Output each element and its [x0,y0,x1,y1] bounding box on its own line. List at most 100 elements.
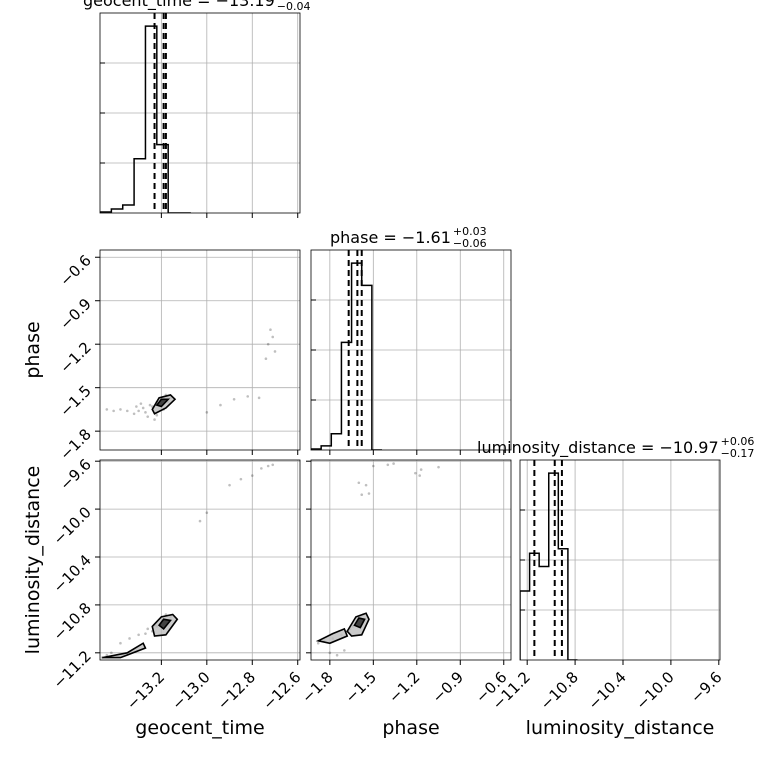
sample-point [105,408,109,411]
sample-point [146,415,150,418]
density-contour-1 [157,618,172,630]
sample-point [153,418,156,421]
sample-point [232,397,236,401]
panel-luminosity_distance-luminosity_distance: luminosity_distance = −10.97 +0.06−0.17 [477,435,754,665]
x-tick-label: −10.8 [537,668,582,713]
sample-point [360,493,364,497]
sample-point [198,519,202,523]
panel-phase-luminosity_distance [306,459,512,665]
histogram-step-geocent_time [100,25,191,213]
sample-point [367,492,371,495]
density-contour-2 [102,642,147,659]
sample-point [437,465,440,469]
panel-phase-phase: phase = −1.61 +0.03−0.06 [310,225,512,455]
sample-point [250,474,254,477]
sample-point [246,395,250,398]
sample-point [343,649,346,652]
sample-point [414,471,417,475]
panel-frame [99,12,301,214]
panel-title-upper-phase: +0.03 [453,225,487,238]
x-tick-label: −1.2 [385,668,423,706]
panel-title-lower-phase: −0.06 [453,237,487,250]
panel-title-luminosity_distance: luminosity_distance = −10.97 [477,438,719,458]
x-tick-label: −1.5 [342,668,380,706]
panel-frame [310,459,512,661]
y-tick-label: −10.4 [50,551,95,596]
x-tick-label: −0.9 [429,668,467,706]
sample-point [328,651,332,655]
y-tick-label: −9.6 [56,455,94,493]
sample-point [146,627,150,631]
x-tick-label: −13.0 [168,668,213,713]
sample-point [357,481,361,485]
sample-point [418,474,421,477]
sample-point [139,402,143,405]
x-tick-label: −10.4 [585,668,630,713]
panel-title-geocent_time: geocent_time = −13.19 [83,0,275,11]
sample-point [392,462,395,465]
y-axis-title-luminosity_distance: luminosity_distance [22,466,44,655]
sample-point [219,403,222,407]
y-tick-label: −1.2 [56,338,94,376]
sample-point [264,357,268,360]
sample-point [266,342,270,346]
panel-title-lower-luminosity_distance: −0.17 [721,447,755,460]
y-axis-title-phase: phase [22,321,44,378]
sample-point [372,464,375,468]
x-axis-title-luminosity_distance: luminosity_distance [526,717,715,739]
sample-point [112,409,115,413]
y-tick-label: −0.9 [56,295,94,333]
x-tick-label: −1.8 [298,668,336,706]
panel-title-phase: phase = −1.61 [330,228,451,247]
sample-point [364,483,368,487]
x-tick-label: −12.6 [259,668,304,713]
panel-frame [99,459,301,661]
sample-point [141,406,145,410]
x-axis-geocent_time: −13.2 −13.0 −12.8 −12.6 geocent_time [123,668,305,739]
sample-point [271,463,275,467]
panel-content [315,462,440,657]
histogram-step-luminosity_distance [520,472,578,660]
sample-point [316,641,320,645]
panel-content [105,328,277,421]
x-tick-label: −13.2 [123,668,168,713]
panel-geocent_time-luminosity_distance: −11.2−10.8−10.4−10.0 −9.6 luminosity_dista… [22,455,301,692]
sample-point [148,403,152,407]
y-tick-label: −0.6 [56,251,94,289]
sample-point [119,641,122,645]
sample-point [144,411,147,414]
y-tick-label: −11.2 [50,647,95,692]
sample-point [132,412,136,416]
sample-point [135,405,138,408]
sample-point [205,411,209,414]
y-tick-label: −10.8 [50,599,95,644]
sample-point [271,335,275,339]
sample-point [269,328,272,332]
panel-frame [310,249,512,451]
panel-geocent_time-geocent_time: geocent_time = −13.19+0.01−0.04 [83,0,311,218]
panel-geocent_time-phase: −1.8 −1.5 −1.2 −0.9 −0.6 phase [22,249,301,464]
sample-point [273,350,277,353]
sample-point [239,477,243,481]
panel-frame [519,459,721,661]
sample-point [260,467,263,470]
sample-point [335,653,339,657]
panel-content [100,463,275,659]
x-axis-luminosity_distance: −11.2 −10.8 −10.4 −10.0 −9.6luminosity_dista… [489,668,726,739]
sample-point [128,637,131,640]
sample-point [257,396,261,400]
density-contour-2 [315,627,349,645]
sample-point [125,409,129,413]
panel-title-lower-geocent_time: −0.04 [277,0,311,13]
x-tick-label: −10.0 [632,668,677,713]
x-axis-title-phase: phase [382,717,439,739]
y-tick-label: −10.0 [50,503,95,548]
sample-point [386,463,390,467]
x-tick-label: −12.8 [214,668,259,713]
density-contour-1 [155,398,171,408]
histogram-step-phase [311,262,383,450]
panel-title-upper-luminosity_distance: +0.06 [721,435,755,448]
y-tick-label: −1.8 [56,425,94,463]
panel-frame [99,249,301,451]
